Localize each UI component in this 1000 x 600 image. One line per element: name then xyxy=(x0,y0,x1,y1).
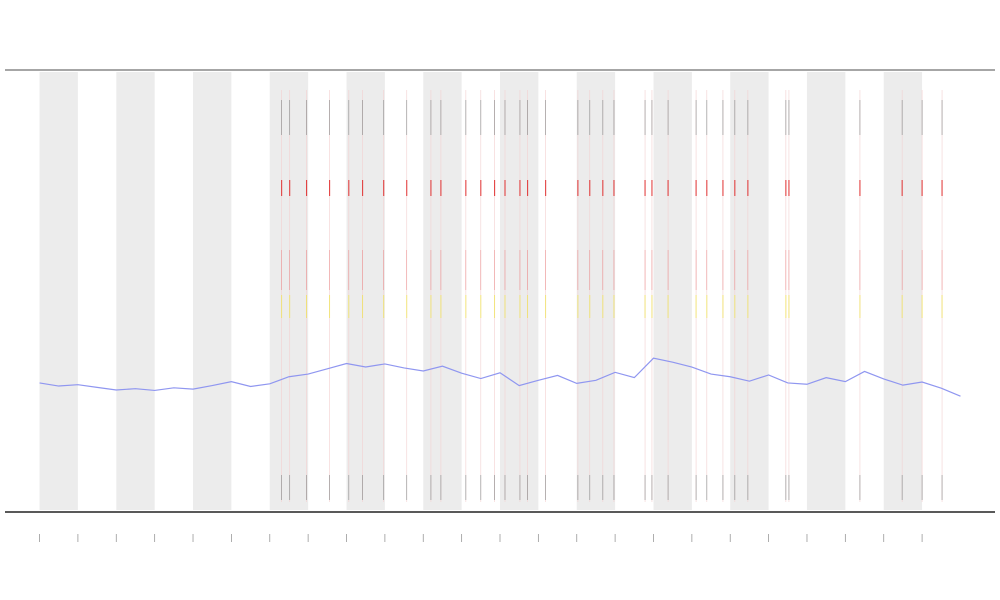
shaded-band xyxy=(883,72,923,510)
shaded-band xyxy=(500,72,539,510)
shaded-band xyxy=(576,72,616,510)
x-ticks xyxy=(39,534,923,542)
series xyxy=(39,357,961,397)
shaded-band xyxy=(269,72,309,510)
shaded-bands xyxy=(39,72,923,510)
shaded-band xyxy=(806,72,846,510)
shaded-band xyxy=(423,72,462,510)
shaded-band xyxy=(116,72,155,510)
shaded-band xyxy=(346,72,385,510)
shaded-band xyxy=(653,72,692,510)
shaded-band xyxy=(193,72,232,510)
event-marks xyxy=(281,90,943,502)
series-line xyxy=(39,357,961,397)
shaded-band xyxy=(39,72,78,510)
shaded-band xyxy=(730,72,769,510)
